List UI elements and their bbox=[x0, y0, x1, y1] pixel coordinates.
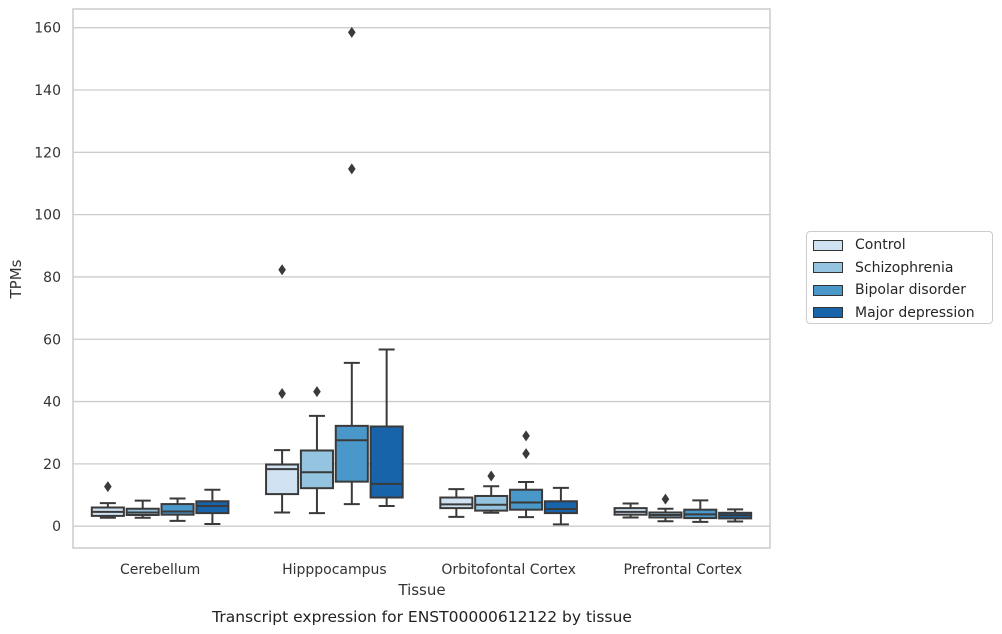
y-tick-label: 60 bbox=[43, 332, 61, 348]
box-schizophrenia bbox=[648, 493, 683, 523]
legend-label: Bipolar disorder bbox=[855, 282, 967, 298]
x-tick-label: Prefrontal Cortex bbox=[624, 562, 743, 578]
box-iqr bbox=[543, 500, 578, 515]
y-tick-label: 100 bbox=[34, 208, 61, 224]
box-plot-series bbox=[90, 26, 753, 526]
box-major-depression bbox=[718, 508, 753, 523]
box-control bbox=[613, 502, 648, 519]
legend-label: Major depression bbox=[855, 304, 975, 321]
legend-item: Control bbox=[813, 235, 906, 255]
box-bipolar-disorder bbox=[334, 26, 369, 506]
box-schizophrenia bbox=[299, 386, 334, 515]
box-control bbox=[439, 488, 474, 518]
box-schizophrenia bbox=[125, 499, 160, 519]
x-axis-ticks: Cerebellum Hipppocampus Orbitofontal Corte… bbox=[120, 562, 742, 578]
box-bipolar-disorder bbox=[683, 499, 718, 523]
box-bipolar-disorder bbox=[509, 430, 544, 519]
box-iqr bbox=[509, 488, 544, 511]
box-schizophrenia bbox=[474, 470, 509, 514]
outlier-point bbox=[522, 430, 530, 442]
plot-area-frame bbox=[72, 8, 771, 549]
box-major-depression bbox=[369, 348, 404, 507]
legend: Control Schizophrenia Bipolar disorder Majo… bbox=[806, 231, 993, 324]
y-tick-label: 80 bbox=[43, 270, 61, 286]
box-iqr bbox=[299, 449, 334, 490]
box-major-depression bbox=[543, 486, 578, 526]
box-iqr bbox=[474, 494, 509, 512]
outlier-point bbox=[313, 386, 321, 398]
legend-item: Bipolar disorder bbox=[813, 280, 966, 300]
chart-caption: Transcript expression for ENST0000061212… bbox=[211, 608, 632, 626]
y-axis-label: TPMs bbox=[7, 259, 25, 299]
legend-swatch bbox=[813, 262, 843, 273]
legend-swatch bbox=[813, 239, 843, 251]
y-tick-label: 120 bbox=[34, 145, 61, 161]
box-iqr bbox=[334, 424, 369, 483]
y-tick-label: 0 bbox=[52, 519, 61, 535]
box-iqr bbox=[160, 503, 195, 516]
legend-label: Schizophrenia bbox=[855, 259, 954, 276]
y-tick-label: 40 bbox=[43, 395, 61, 411]
outlier-point bbox=[348, 26, 356, 38]
x-tick-label: Cerebellum bbox=[120, 562, 200, 578]
x-tick-label: Orbitofontal Cortex bbox=[441, 562, 576, 578]
outlier-point bbox=[278, 264, 286, 276]
box-control bbox=[265, 264, 300, 514]
outlier-point bbox=[522, 448, 530, 460]
legend-label: Control bbox=[855, 237, 906, 253]
box-iqr bbox=[195, 500, 230, 515]
outlier-point bbox=[278, 387, 286, 399]
box-major-depression bbox=[195, 488, 230, 526]
outlier-point bbox=[661, 493, 670, 505]
box-iqr bbox=[369, 425, 404, 499]
outlier-point bbox=[104, 481, 112, 493]
legend-item: Schizophrenia bbox=[813, 258, 953, 278]
y-tick-label: 20 bbox=[43, 457, 61, 473]
box-iqr bbox=[439, 496, 474, 510]
legend-item: Major depression bbox=[813, 303, 975, 323]
box-bipolar-disorder bbox=[160, 497, 195, 522]
y-tick-label: 140 bbox=[34, 83, 61, 99]
gridlines bbox=[73, 27, 770, 527]
outlier-point bbox=[487, 470, 495, 482]
x-tick-label: Hipppocampus bbox=[282, 562, 387, 578]
y-axis-ticks: 0 20 40 60 80 100 120 140 160 bbox=[34, 21, 61, 535]
outlier-point bbox=[348, 163, 356, 175]
y-tick-label: 160 bbox=[34, 21, 61, 37]
legend-swatch bbox=[813, 307, 843, 318]
legend-swatch bbox=[813, 284, 843, 296]
box-control bbox=[90, 481, 125, 519]
x-axis-label: Tissue bbox=[397, 581, 445, 599]
